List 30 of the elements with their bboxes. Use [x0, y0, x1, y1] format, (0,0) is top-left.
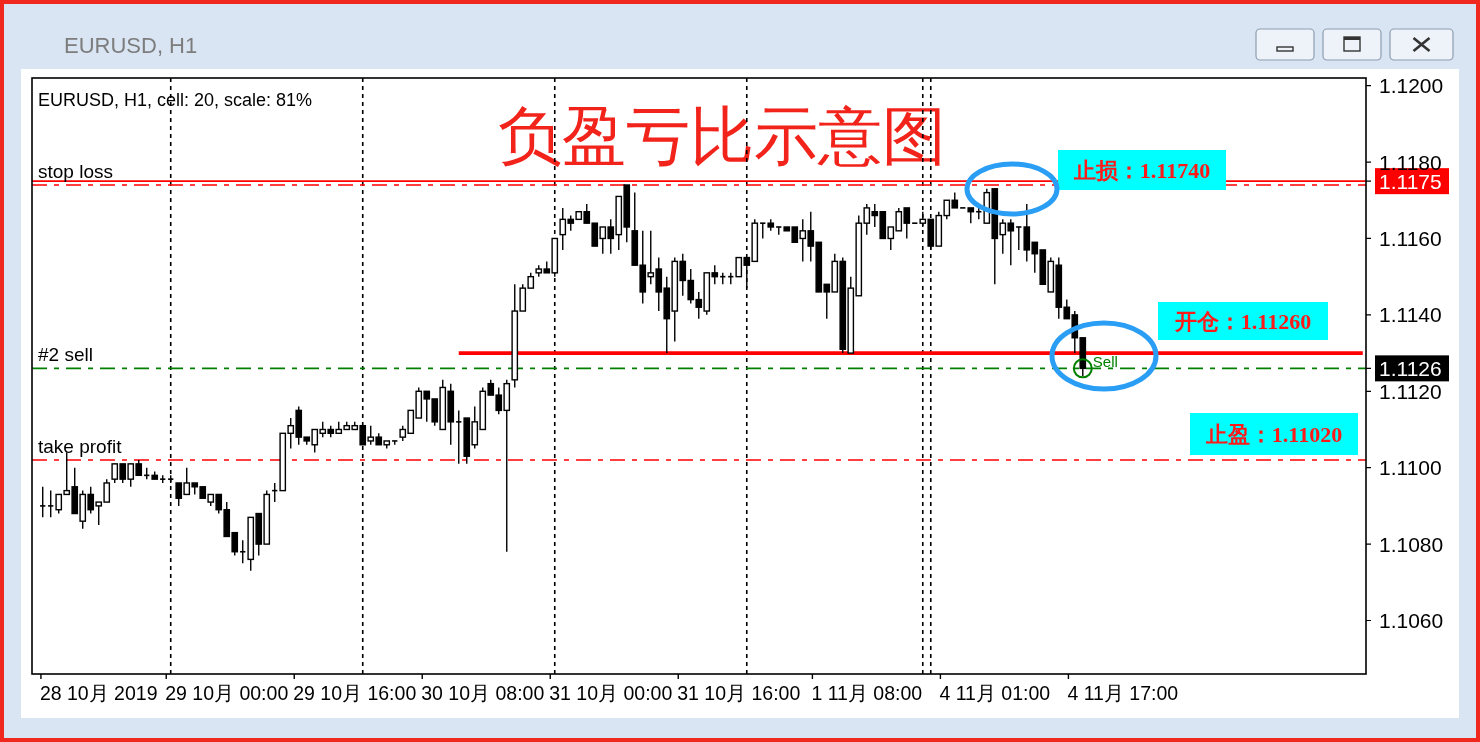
series-label: Sell	[1092, 352, 1118, 370]
x-tick-label: 29 10月 16:00	[293, 682, 417, 704]
x-tick-label: 30 10月 08:00	[421, 682, 545, 704]
x-tick-label: 29 10月 00:00	[165, 682, 289, 704]
x-tick-label: 31 10月 16:00	[677, 682, 801, 704]
x-tick-label: 4 11月 17:00	[1067, 682, 1179, 704]
annotation: 止损：1.11740	[1072, 158, 1211, 183]
note: 开仓：1.11260	[1158, 302, 1328, 340]
annotation: 止盈：1.11020	[1204, 422, 1343, 447]
y-tick-label: 1.1100	[1379, 456, 1442, 480]
x-tick-label: 4 11月 01:00	[939, 682, 1051, 704]
y-tick-label: 1.1080	[1379, 532, 1444, 556]
chart-title: 负盈亏比示意图	[498, 100, 946, 172]
text: EURUSD, H1, cell: 20, scale: 81%	[38, 90, 313, 110]
y-tick-label: 1.1060	[1379, 609, 1444, 633]
note: 止盈：1.11020	[1190, 413, 1358, 455]
y-tick-label: 1.1160	[1379, 226, 1442, 250]
y-tick-label: 1.1126	[1379, 356, 1442, 380]
y-tick-label: 1.1120	[1379, 379, 1442, 403]
annotation: 开仓：1.11260	[1173, 309, 1312, 334]
text: EURUSD, H1	[64, 33, 198, 58]
ref-line-label: take profit	[38, 436, 123, 458]
x-tick-label: 1 11月 08:00	[811, 682, 923, 704]
ref-line-label: #2 sell	[38, 344, 93, 366]
ref-line-label: stop loss	[38, 160, 113, 182]
note: 止损：1.11740	[1058, 150, 1226, 190]
x-tick-label: 28 10月 2019	[39, 682, 158, 704]
x-tick-label: 31 10月 00:00	[549, 682, 673, 704]
y-tick-label: 1.1140	[1379, 303, 1442, 327]
y-tick-label: 1.1200	[1379, 74, 1444, 98]
